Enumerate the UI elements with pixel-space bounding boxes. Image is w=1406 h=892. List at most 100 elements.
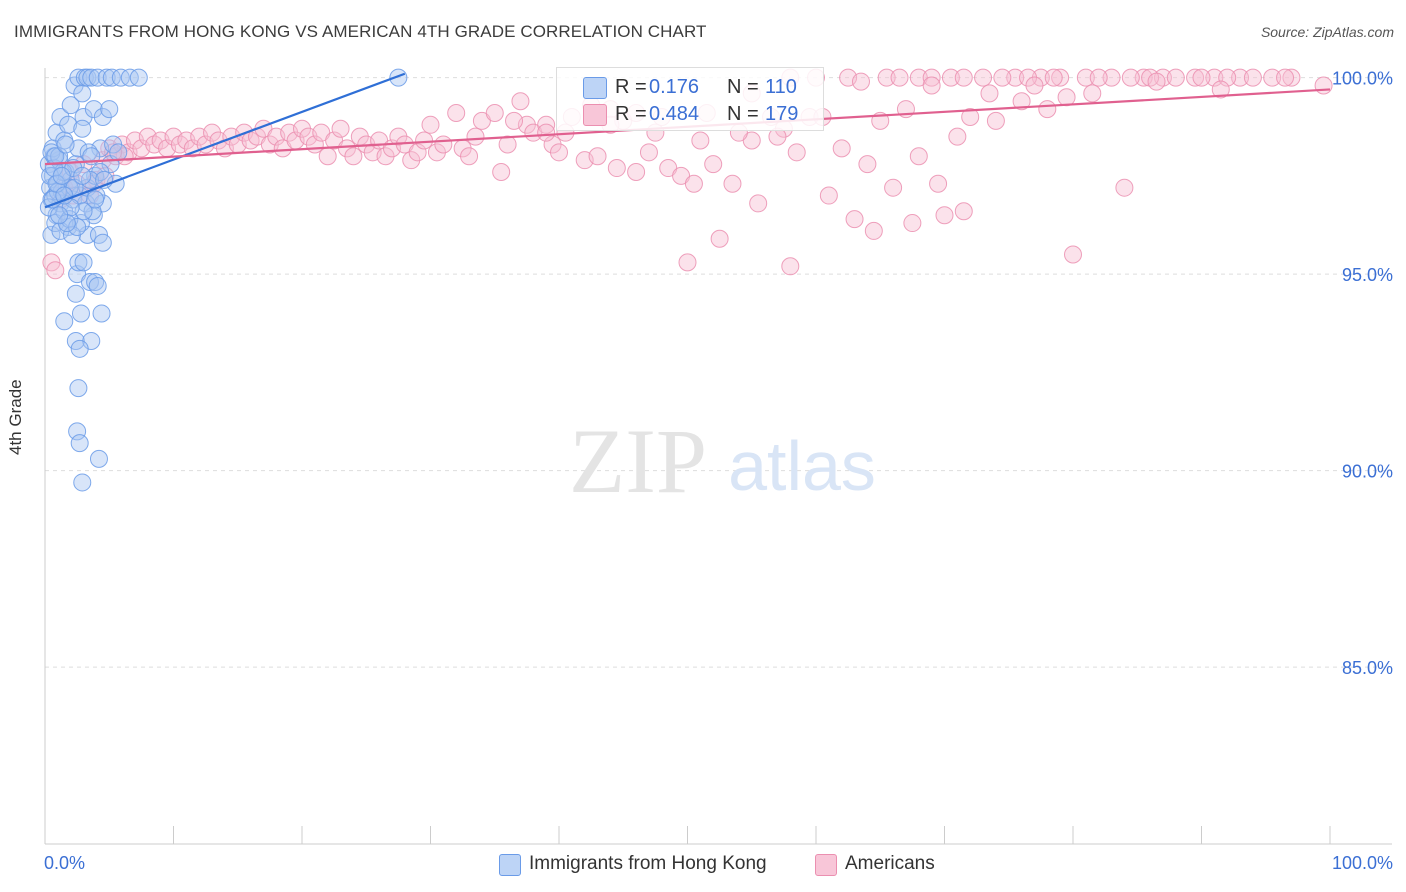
legend-row-hong-kong: R = 0.176 N = 110: [557, 72, 823, 100]
data-point: [421, 115, 440, 134]
data-point: [68, 217, 87, 236]
data-point: [51, 107, 70, 126]
data-point: [69, 379, 88, 398]
tick-labels: 100.0% 95.0% 90.0% 85.0% 0.0% 100.0%: [44, 69, 1393, 873]
data-point: [845, 210, 864, 229]
data-point: [993, 68, 1012, 87]
data-point: [73, 473, 92, 492]
data-point: [1012, 92, 1031, 111]
data-point: [447, 104, 466, 123]
data-point: [1166, 68, 1185, 87]
data-point: [1205, 68, 1224, 87]
data-point: [877, 68, 896, 87]
watermark-atlas: atlas: [728, 427, 876, 505]
data-point: [607, 159, 626, 178]
data-point: [70, 434, 89, 453]
data-point: [88, 276, 107, 295]
data-point: [92, 304, 111, 323]
data-point: [86, 190, 105, 209]
data-point: [1089, 68, 1108, 87]
data-point: [941, 68, 960, 87]
y-tick-label: 90.0%: [1342, 462, 1393, 482]
n-label: N =: [727, 76, 759, 98]
data-point: [723, 174, 742, 193]
data-point: [56, 135, 75, 154]
legend-swatch-pink: [583, 104, 607, 126]
data-point: [1083, 84, 1102, 103]
data-point: [1057, 88, 1076, 107]
data-point: [331, 119, 350, 138]
series-legend: Immigrants from Hong Kong Americans: [0, 852, 1406, 878]
data-point: [511, 92, 530, 111]
data-point: [588, 147, 607, 166]
chart-title: IMMIGRANTS FROM HONG KONG VS AMERICAN 4T…: [14, 22, 707, 41]
data-point: [1276, 68, 1295, 87]
data-point: [890, 68, 909, 87]
n-value: 110: [765, 76, 797, 98]
data-point: [466, 127, 485, 146]
data-point: [954, 202, 973, 221]
data-point: [78, 68, 97, 87]
data-point: [884, 178, 903, 197]
data-point: [1186, 68, 1205, 87]
data-point: [1076, 68, 1095, 87]
data-point: [408, 143, 427, 162]
data-point: [1211, 80, 1230, 99]
data-point: [684, 174, 703, 193]
legend-label: Americans: [845, 853, 935, 874]
data-point: [627, 162, 646, 181]
data-point: [50, 147, 69, 166]
data-point: [1006, 68, 1025, 87]
data-point: [69, 253, 88, 272]
data-point: [71, 304, 90, 323]
n-value: 179: [765, 103, 799, 125]
data-point: [851, 72, 870, 91]
data-point: [1051, 68, 1070, 87]
data-point: [819, 186, 838, 205]
data-point: [1282, 68, 1301, 87]
data-point: [52, 166, 71, 185]
data-point: [1038, 100, 1057, 119]
data-point: [1064, 245, 1082, 264]
data-point: [922, 76, 941, 95]
data-point: [929, 174, 948, 193]
data-point: [1243, 68, 1262, 87]
data-point: [1218, 68, 1237, 87]
r-value: 0.176: [649, 76, 700, 98]
data-point: [344, 147, 363, 166]
data-point: [73, 84, 92, 103]
data-point: [73, 119, 92, 138]
data-point: [57, 214, 76, 233]
data-point: [50, 206, 69, 225]
data-point: [100, 100, 119, 119]
data-point: [922, 68, 941, 87]
watermark-zip: ZIP: [569, 410, 707, 512]
r-label: R =: [615, 76, 647, 98]
data-point: [1115, 178, 1134, 197]
data-point: [1263, 68, 1282, 87]
data-point: [704, 155, 723, 174]
data-point: [639, 143, 658, 162]
legend-swatch-blue: [499, 854, 521, 876]
data-point: [1102, 68, 1121, 87]
data-point: [974, 68, 993, 87]
data-point: [864, 221, 883, 240]
data-point: [858, 155, 877, 174]
data-point: [55, 186, 74, 205]
data-point: [318, 147, 337, 166]
data-point: [68, 422, 87, 441]
legend-swatch-pink: [815, 854, 837, 876]
data-point: [82, 68, 101, 87]
data-point: [46, 261, 65, 280]
data-point: [935, 206, 954, 225]
chart-source: Source: ZipAtlas.com: [1260, 24, 1394, 40]
n-label: N =: [727, 103, 759, 125]
legend-label: Immigrants from Hong Kong: [529, 853, 767, 874]
data-point: [66, 284, 85, 303]
data-point: [1121, 68, 1140, 87]
data-point: [415, 131, 434, 150]
data-point: [89, 449, 108, 468]
data-point: [1231, 68, 1250, 87]
data-point: [59, 115, 78, 134]
x-tick-label-min: 0.0%: [44, 853, 85, 873]
